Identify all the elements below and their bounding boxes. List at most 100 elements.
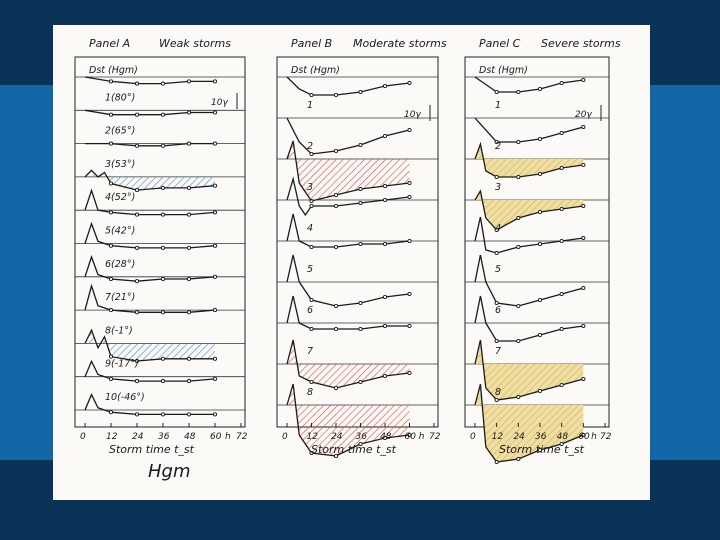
data-point [108,79,114,84]
x-tick-label: 24 [513,432,525,442]
data-point [494,250,499,256]
data-point [212,110,218,115]
data-point [559,206,564,212]
data-point [212,308,218,313]
data-point [581,323,586,329]
data-point [559,382,564,388]
data-point [516,456,521,462]
data-point [407,194,412,200]
series-line-7 [286,339,410,389]
series-line-7 [474,339,584,401]
shaded-region [475,384,584,462]
data-point [407,432,412,438]
hgm-label: Hgm [148,461,191,482]
data-point [186,185,192,190]
data-point [134,81,140,86]
data-point [333,92,339,98]
scale-label: 10γ [211,98,228,108]
data-point [160,412,166,417]
x-tick-label: 0 [282,432,288,442]
x-axis-label: Storm time t_st [109,443,195,456]
trace-label: Dst (Hgm) [89,65,138,76]
data-point [382,435,388,441]
data-point [382,373,388,379]
series-line-6 [474,295,584,342]
trace-label: 3(53°) [105,159,135,170]
data-point [358,186,363,192]
data-point [108,112,114,117]
data-point [382,183,388,189]
data-point [134,212,140,217]
series-line-10 [84,393,215,416]
data-point [333,326,339,332]
data-point [333,453,339,459]
data-point [134,379,140,384]
series-line-5 [474,254,584,307]
data-point [309,297,314,303]
shaded-region [287,384,410,456]
trace-label: 4 [307,223,313,234]
data-point [134,279,140,284]
data-point [333,385,339,391]
storm-figure-svg: Panel A Weak storms 10γ Dst (Hgm) 1(80°) 2(65… [74,37,621,482]
data-point [516,338,521,344]
data-point [309,379,314,385]
panel-label: Panel A [89,37,130,50]
x-tick-label: 60 [578,432,590,442]
data-point [382,323,388,329]
trace-label: 8(-1°) [105,325,133,336]
data-point [160,379,166,384]
trace-label: 5 [495,264,501,275]
x-unit-label: h [419,432,425,442]
series-line-1 [84,109,215,116]
data-point [160,356,166,361]
trace-label: 7 [495,346,501,357]
trace-label: 6(28°) [105,259,135,270]
data-point [134,245,140,250]
data-point [581,376,586,382]
series-line-4 [286,213,410,248]
series-line-2 [85,142,215,147]
data-point [537,447,543,453]
shaded-region [475,191,584,230]
data-point [160,143,166,148]
data-point [212,274,218,279]
series-line-0 [286,76,410,96]
x-tick-label: 12 [106,432,118,442]
panel-title: Severe storms [541,37,621,50]
data-point [494,338,499,344]
trace-label: 4 [495,223,501,234]
data-point [134,143,140,148]
data-point [309,326,314,332]
x-tick-label: 24 [331,432,343,442]
x-tick-label: 72 [600,432,612,442]
data-point [559,291,564,297]
series-line-7 [84,283,216,313]
trace-label: 7 [307,346,313,357]
data-point [212,79,218,84]
x-tick-label: 36 [535,432,547,442]
data-point [358,241,363,247]
trace-label: 6 [495,305,501,316]
series-line-0 [84,76,215,85]
data-point [212,183,218,188]
data-point [382,133,388,139]
trace-label: 1 [307,100,313,111]
data-point [537,297,543,303]
x-unit-label: h [225,432,231,442]
data-point [358,89,363,95]
panel-1: Panel A Weak storms 10γ Dst (Hgm) 1(80°) 2(65… [74,37,248,456]
series-line-9 [84,359,216,382]
data-point [358,379,363,385]
data-point [108,354,114,359]
trace-label: Dst (Hgm) [291,65,340,76]
data-point [186,79,192,84]
data-point [212,376,218,381]
data-point [581,124,586,130]
data-point [309,244,314,250]
trace-label: 2 [307,141,313,152]
data-point [160,276,166,282]
data-point [212,356,218,361]
data-point [537,86,543,92]
trace-label: 1(80°) [105,92,135,103]
